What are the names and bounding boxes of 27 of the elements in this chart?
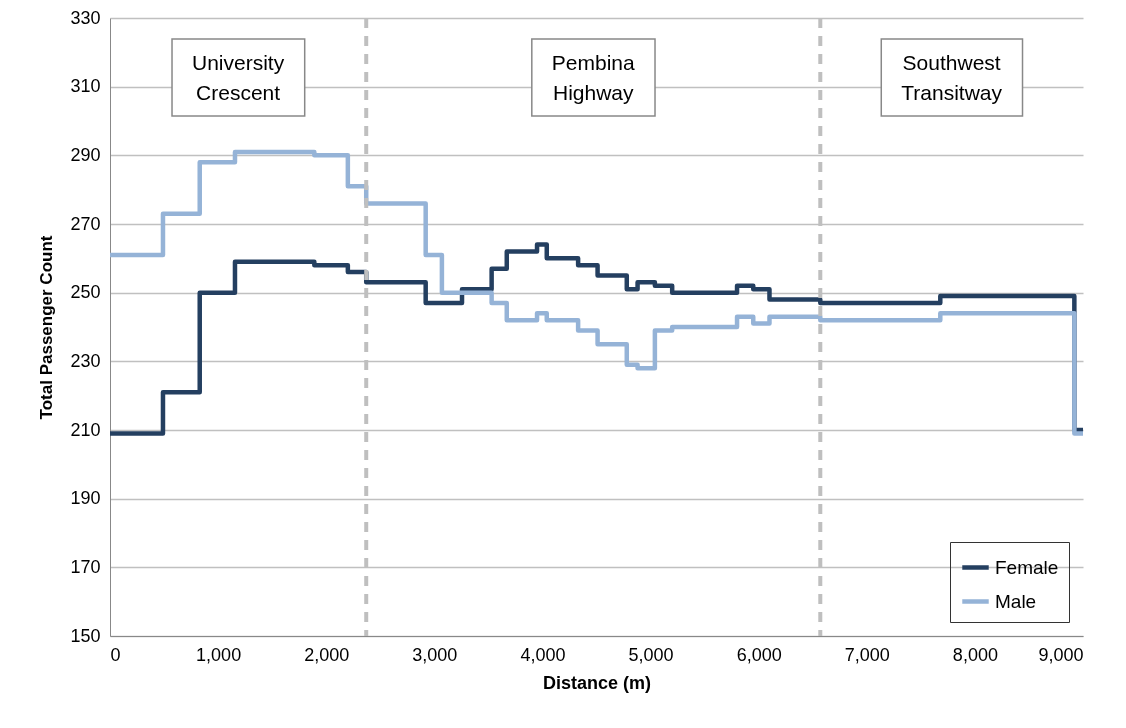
- y-tick-label: 170: [70, 556, 101, 577]
- x-tick-label: 1,000: [196, 644, 242, 665]
- y-tick-label: 150: [70, 625, 101, 646]
- y-tick-label: 310: [70, 76, 101, 97]
- y-tick-label: 290: [70, 144, 101, 165]
- x-tick-label: 2,000: [304, 644, 350, 665]
- y-tick-label: 250: [70, 282, 101, 303]
- x-axis-title: Distance (m): [542, 672, 652, 693]
- legend-label: Female: [995, 556, 1059, 578]
- legend-label: Male: [995, 590, 1037, 612]
- x-tick-label: 3,000: [412, 644, 458, 665]
- y-tick-label: 190: [70, 488, 101, 509]
- x-tick-label: 8,000: [952, 644, 998, 665]
- x-tick-label: 5,000: [628, 644, 674, 665]
- y-tick-label: 330: [70, 7, 101, 28]
- y-tick-label: 210: [70, 419, 101, 440]
- y-tick-label: 270: [70, 213, 101, 234]
- x-tick-label: 7,000: [844, 644, 890, 665]
- x-tick-label: 9,000: [1038, 644, 1084, 665]
- x-tick-label: 6,000: [736, 644, 782, 665]
- x-tick-label: 4,000: [520, 644, 566, 665]
- y-axis-title: Total Passenger Count: [37, 235, 57, 420]
- y-tick-label: 230: [70, 350, 101, 371]
- annotation: University Crescent: [192, 51, 285, 104]
- annotation: Pembina Highway: [551, 51, 636, 104]
- x-tick-label: 0: [110, 644, 121, 665]
- annotation: Southwest Transitway: [901, 51, 1003, 104]
